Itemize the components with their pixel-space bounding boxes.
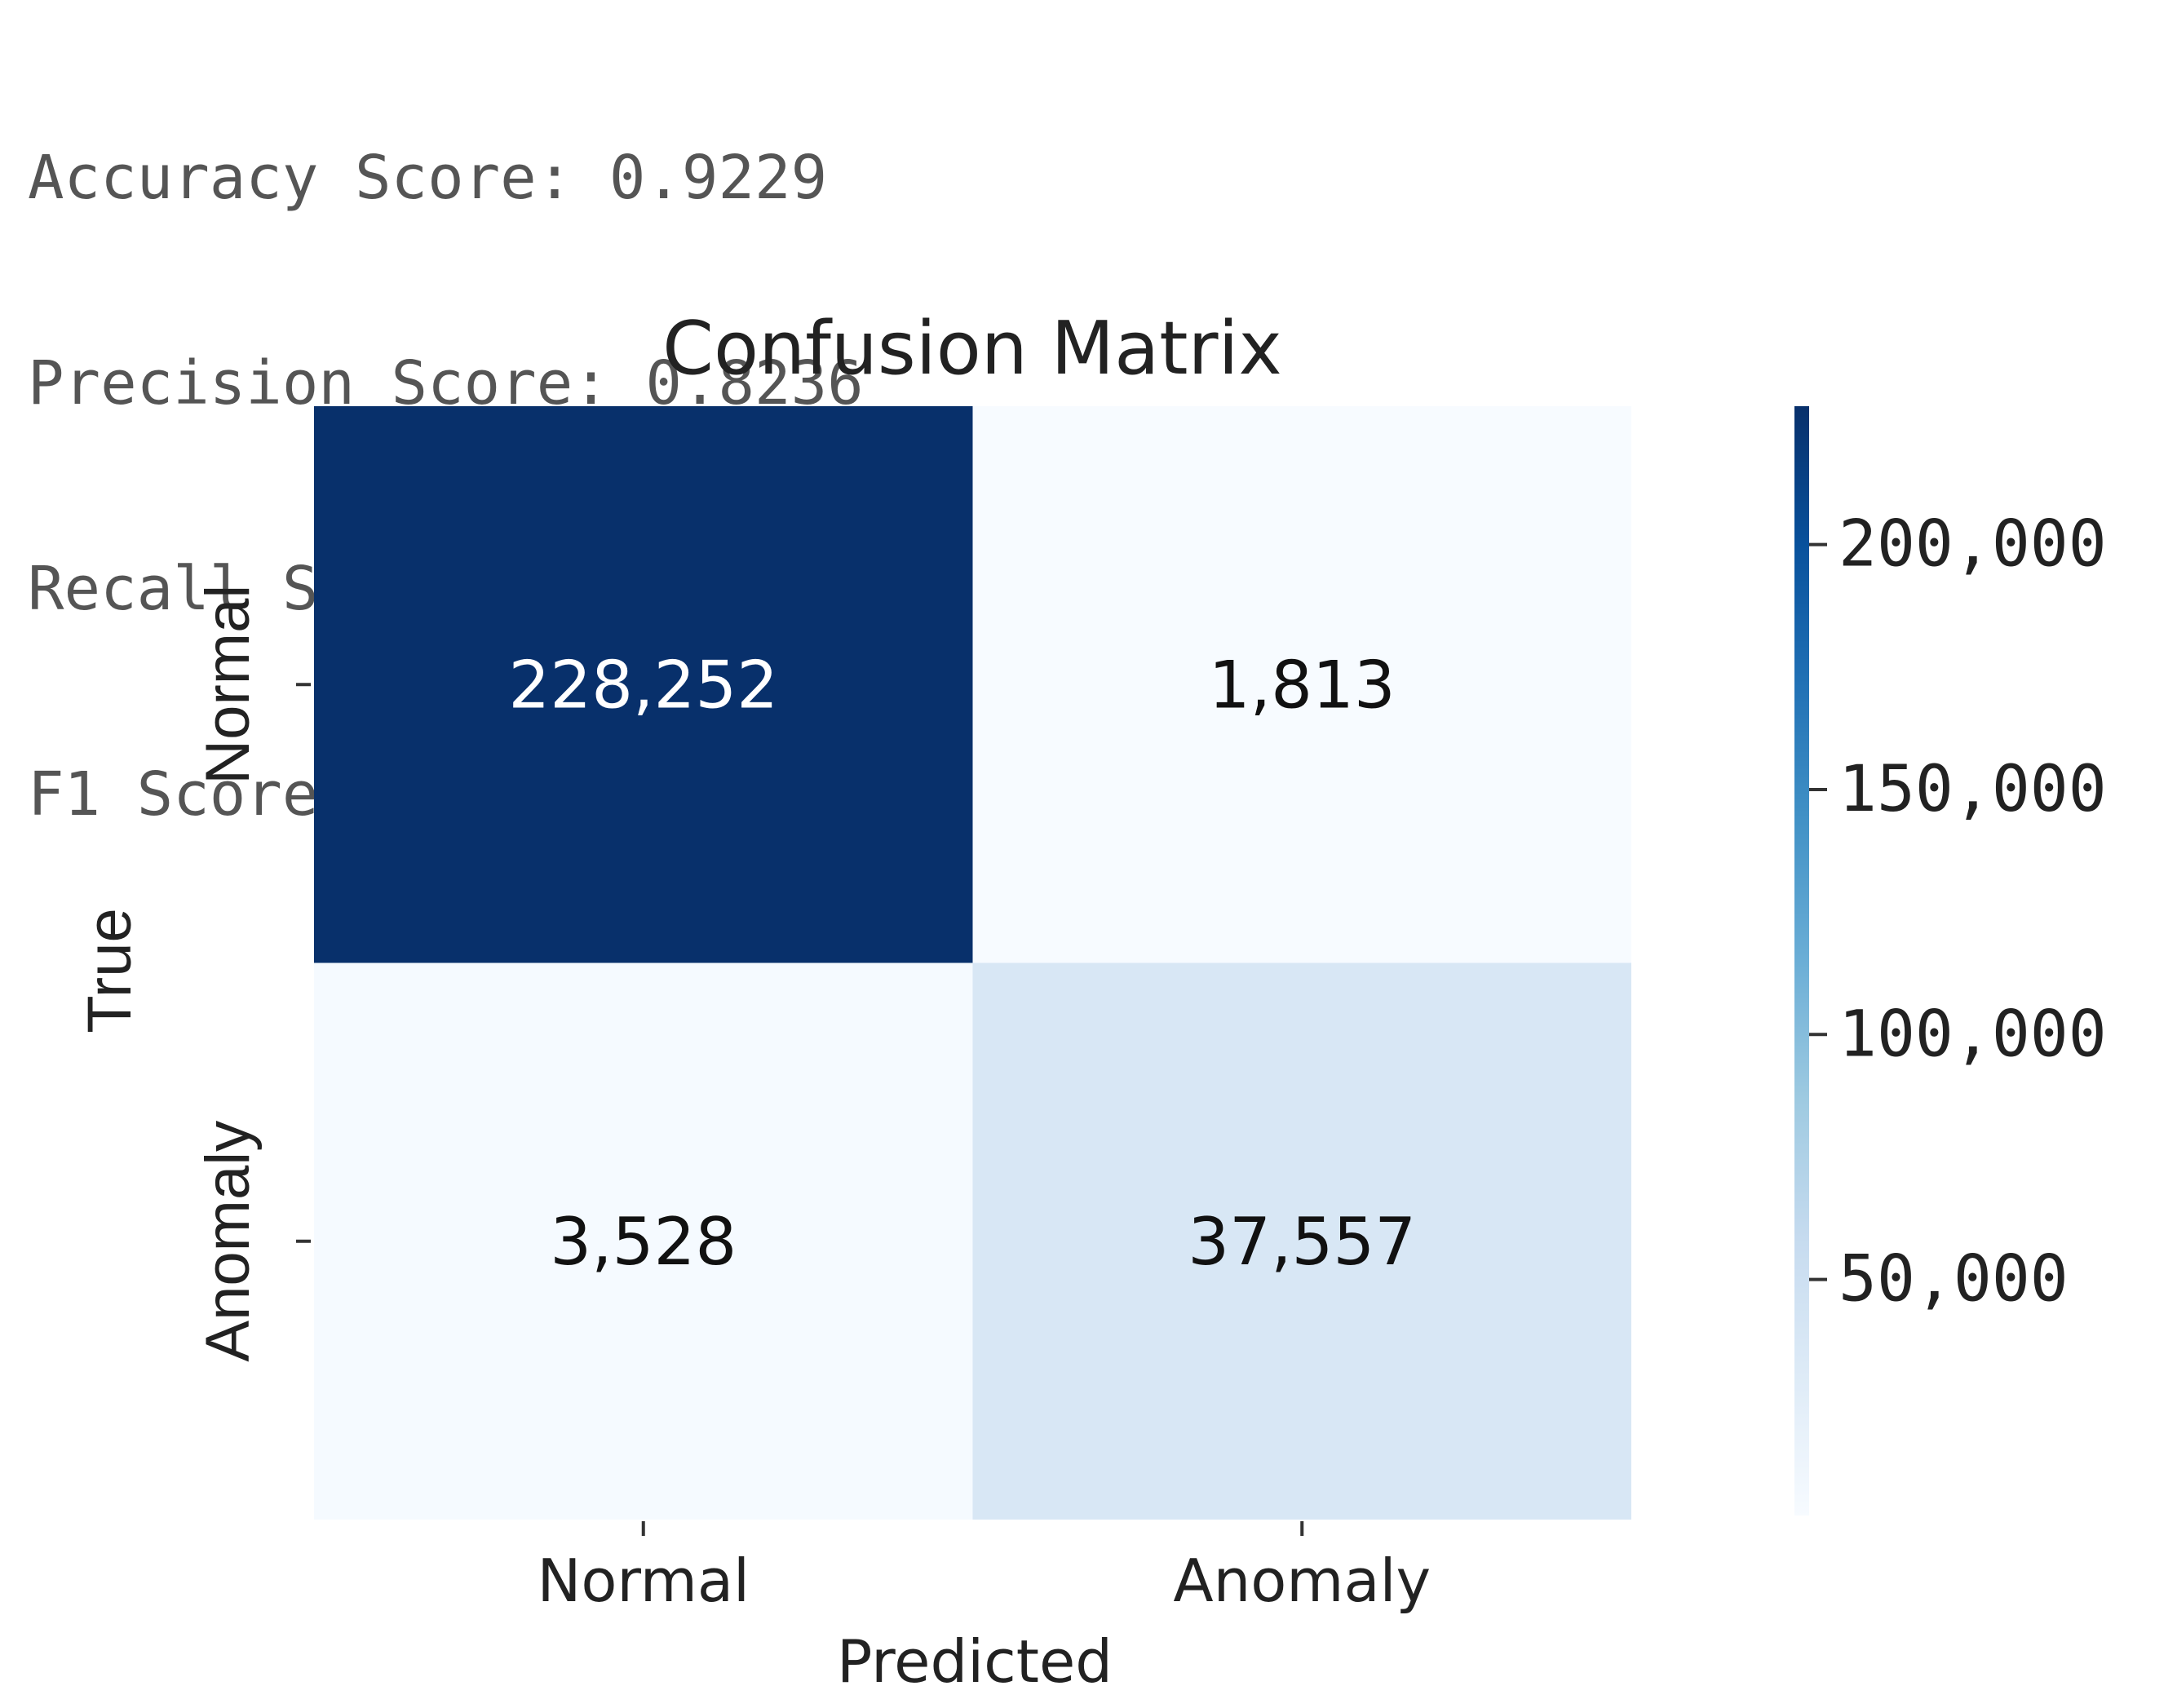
colorbar-ticks: 50,000 100,000 150,000 200,000 [1809, 508, 2107, 1316]
accuracy-score: Accuracy Score: 0.9229 [28, 143, 828, 213]
heatmap-cell [314, 406, 973, 963]
heatmap-cells [314, 406, 1631, 1520]
heatmap-cell [972, 962, 1631, 1520]
y-axis-ticks: Normal Anomaly [193, 585, 311, 1362]
colorbar-tick-label: 50,000 [1839, 1243, 2069, 1316]
colorbar [1794, 406, 1809, 1516]
y-axis-label: True [75, 908, 144, 1033]
y-tick-label: Anomaly [193, 1121, 263, 1362]
cell-annotations: 228,252 1,813 3,528 37,557 [508, 647, 1416, 1280]
x-axis-ticks: Normal Anomaly [537, 1521, 1431, 1615]
colorbar-tick-label: 150,000 [1839, 753, 2107, 826]
heatmap-cell [972, 406, 1631, 963]
cell-annotation: 3,528 [550, 1204, 737, 1280]
y-tick-label: Normal [193, 585, 263, 785]
colorbar-tick-label: 200,000 [1839, 508, 2107, 582]
heatmap-cell [314, 962, 973, 1520]
cell-annotation: 37,557 [1188, 1204, 1416, 1280]
colorbar-tick-label: 100,000 [1839, 998, 2107, 1071]
cell-annotation: 228,252 [508, 647, 778, 723]
x-tick-label: Anomaly [1173, 1546, 1431, 1615]
cell-annotation: 1,813 [1209, 647, 1396, 723]
x-axis-label: Predicted [837, 1627, 1113, 1696]
chart-title: Confusion Matrix [662, 306, 1282, 392]
x-tick-label: Normal [537, 1546, 750, 1615]
